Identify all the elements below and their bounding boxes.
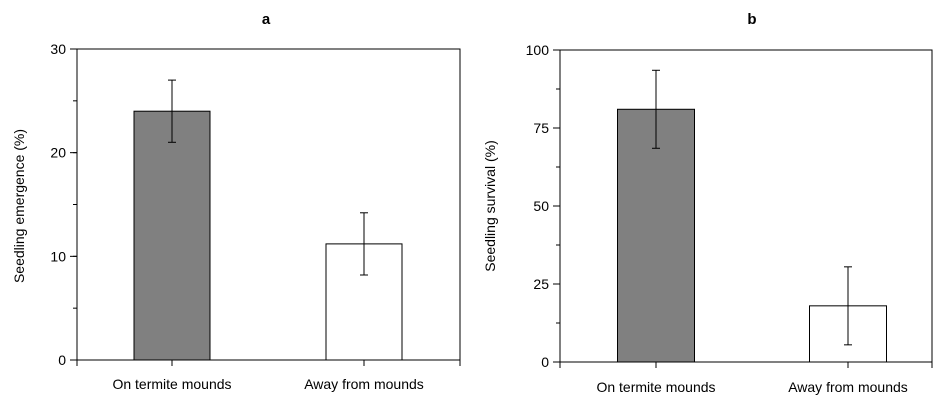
chart-title: b: [747, 11, 756, 28]
bar: [133, 110, 211, 361]
x-category-label: On termite mounds: [596, 379, 715, 395]
y-tick-label: 20: [50, 145, 66, 161]
x-category-label: On termite mounds: [112, 376, 231, 392]
y-tick-label: 25: [533, 276, 549, 292]
y-axis-label: Seedling survival (%): [482, 140, 498, 272]
y-tick-label: 100: [526, 42, 550, 58]
chart-title: a: [262, 11, 271, 28]
x-category-label: Away from mounds: [788, 379, 908, 395]
y-tick-label: 0: [58, 352, 66, 368]
y-axis-label: Seedling emergence (%): [11, 129, 27, 283]
chart-panel-b: b Seedling survival (%) On termite mound…: [482, 11, 933, 395]
y-tick-label: 30: [50, 41, 66, 57]
y-tick-label: 0: [541, 354, 549, 370]
y-tick-label: 10: [50, 248, 66, 264]
chart-panel-a: a Seedling emergence (%) On termite moun…: [11, 11, 461, 392]
y-tick-label: 50: [533, 198, 549, 214]
bar: [617, 108, 695, 363]
x-category-label: Away from mounds: [304, 376, 424, 392]
y-tick-label: 75: [533, 120, 549, 136]
